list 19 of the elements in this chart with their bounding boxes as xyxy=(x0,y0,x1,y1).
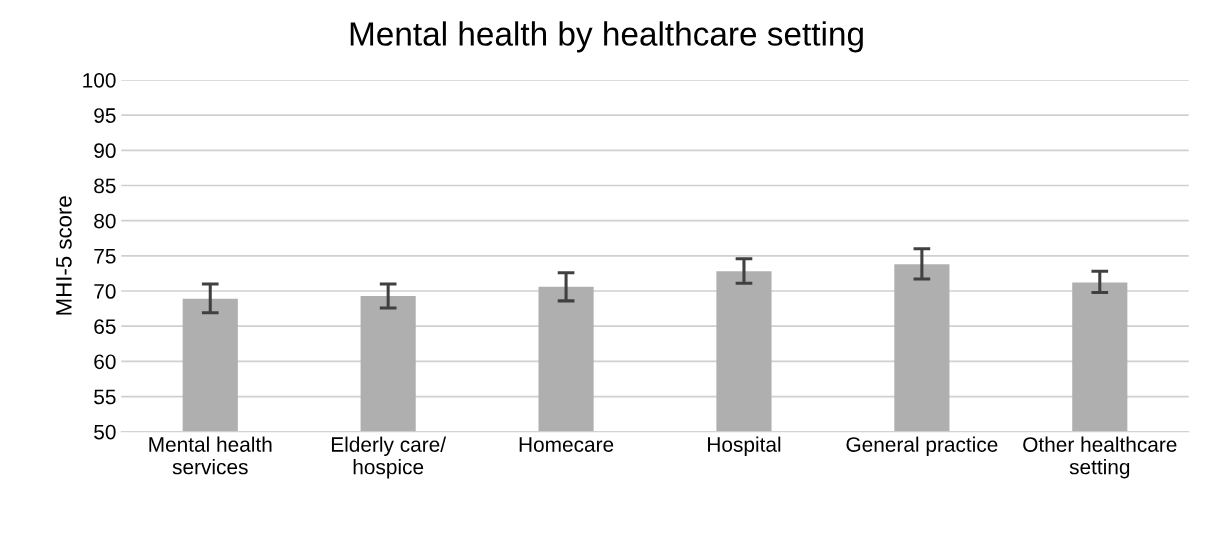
x-tick-label: Elderly care/ hospice xyxy=(331,436,447,479)
y-tick-label: 60 xyxy=(94,354,116,370)
y-tick-label: 95 xyxy=(94,108,116,123)
x-tick-label: General practice xyxy=(846,436,998,457)
x-tick-label: Homecare xyxy=(519,437,614,452)
y-tick-label: 55 xyxy=(94,389,116,405)
y-tick-label: 90 xyxy=(94,143,116,159)
y-tick-label: 85 xyxy=(94,178,116,194)
y-tick-label: 70 xyxy=(94,284,116,299)
y-tick-label: 65 xyxy=(94,319,116,334)
chart-title: Mental health by healthcare setting xyxy=(350,21,863,53)
x-tick-label: Mental health services xyxy=(149,436,272,475)
y-tick-label: 75 xyxy=(94,249,116,264)
y-tick-label: 80 xyxy=(94,213,116,229)
x-tick-label: Other healthcare setting xyxy=(1023,436,1177,479)
x-tick-label: Hospital xyxy=(708,436,781,457)
y-tick-label: 50 xyxy=(94,424,116,440)
y-axis-title: MHI-5 score xyxy=(56,196,72,315)
y-tick-label: 100 xyxy=(83,72,116,88)
